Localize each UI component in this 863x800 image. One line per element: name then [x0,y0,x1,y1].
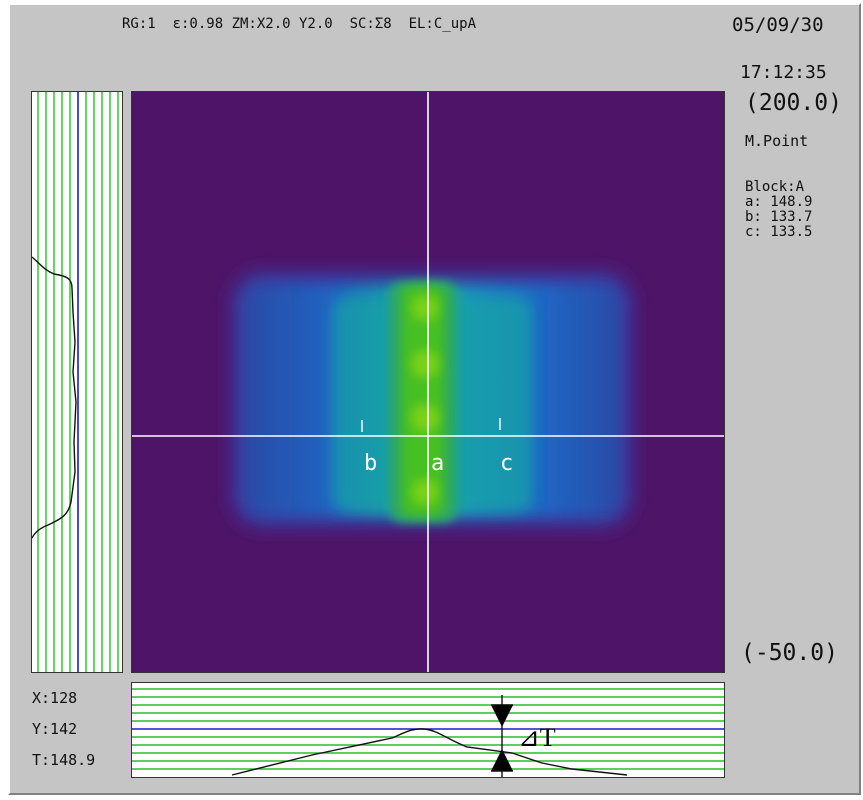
point-b-label: b [364,451,377,476]
thermal-image-svg: b a c [132,92,724,672]
readout-t: T:148.9 [32,751,96,769]
block-title: Block:A [745,179,805,195]
vertical-profile-svg [32,92,119,672]
range-max-label: (200.0) [745,90,842,116]
range-min-label: (-50.0) [741,640,838,666]
date-display: 05/09/30 [732,14,824,36]
point-c-label: c [500,451,513,476]
block-point-c: c: 133.5 [745,224,813,240]
readout-x: X:128 [32,689,78,707]
horizontal-profile-svg: ⊿T [132,688,724,777]
readout-y: Y:142 [32,720,78,738]
cursor-readout: X:128 Y:142 T:148.9 [32,683,95,776]
measure-mode-label: M.Point [745,132,809,150]
header-info-line: RG:1 ε:0.98 ZM:X2.0 Y2.0 SC:Σ8 EL:C_upA [122,16,477,32]
delta-t-indicator [491,695,513,777]
block-panel: Block:A a: 148.9 b: 133.7 c: 133.5 [745,180,812,240]
block-point-a: a: 148.9 [745,194,813,210]
thermal-image[interactable]: b a c [131,91,725,673]
block-point-b: b: 133.7 [745,209,813,225]
horizontal-profile-graph: ⊿T [131,682,725,778]
time-display: 17:12:35 [740,62,827,83]
point-a-label: a [431,451,444,476]
delta-t-label: ⊿T [518,723,556,752]
vertical-profile-graph [31,91,123,673]
